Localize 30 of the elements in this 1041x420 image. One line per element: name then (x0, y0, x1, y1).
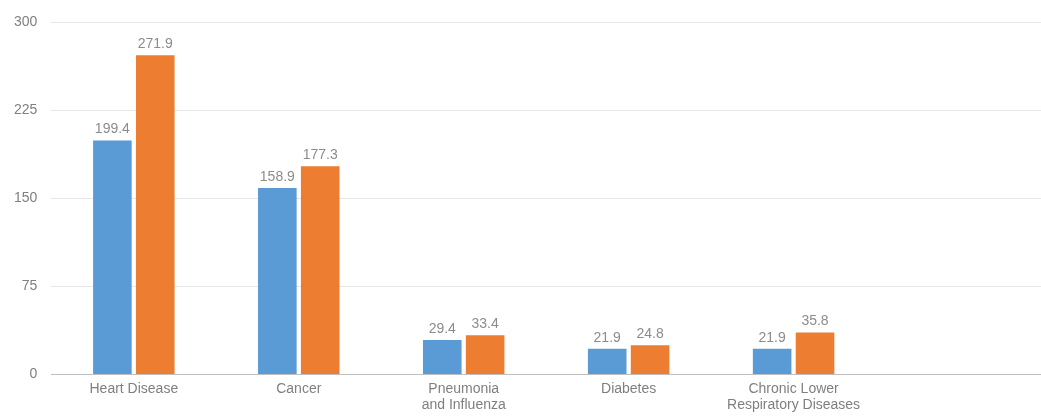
x-tick-label: Diabetes (601, 379, 657, 396)
data-label: 158.9 (259, 167, 296, 184)
x-tick-label: Chronic Lower Respiratory Diseases (727, 379, 861, 413)
y-tick-label: 0 (29, 365, 38, 382)
data-label: 29.4 (428, 319, 457, 336)
bar (630, 345, 670, 374)
data-label: 35.8 (801, 312, 829, 329)
x-tick-label: Pneumonia and Influenza (421, 379, 506, 413)
y-tick-label: 300 (14, 13, 38, 30)
bar (795, 332, 835, 374)
data-label: 177.3 (302, 146, 338, 163)
data-label: 199.4 (94, 120, 131, 137)
bar (422, 339, 462, 374)
bar (93, 140, 132, 374)
y-tick-label: 225 (14, 101, 38, 118)
bar (752, 348, 792, 374)
bar (465, 335, 505, 374)
data-label: 21.9 (593, 328, 622, 345)
bar (587, 348, 627, 374)
data-label: 21.9 (758, 328, 786, 345)
x-tick-label: Heart Disease (89, 379, 179, 396)
y-tick-label: 75 (21, 277, 38, 294)
bar (258, 187, 297, 374)
data-label: 33.4 (471, 315, 499, 332)
bar (300, 166, 340, 374)
data-label: 271.9 (137, 35, 173, 52)
y-tick-label: 150 (14, 189, 38, 206)
data-label: 24.8 (636, 325, 664, 342)
bar (135, 55, 175, 374)
x-tick-label: Cancer (276, 379, 322, 396)
